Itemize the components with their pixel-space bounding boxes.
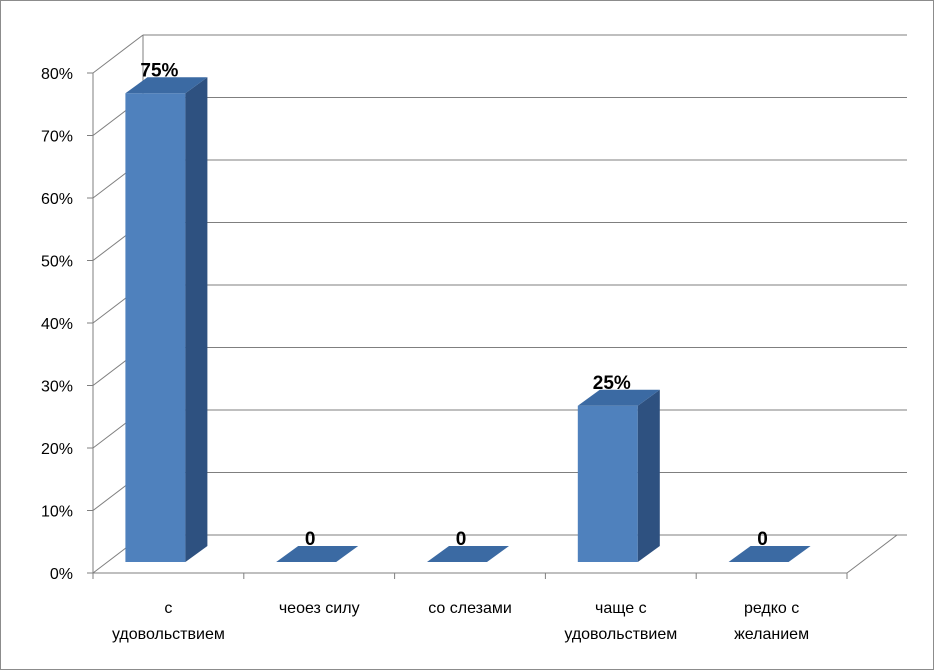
x-category-label: со слезами [428, 600, 512, 617]
y-tick-label: 10% [41, 504, 73, 521]
y-tick-label: 20% [41, 441, 73, 458]
data-label: 0 [456, 529, 467, 550]
x-category-label: чаще с [595, 600, 647, 617]
bar-front [577, 405, 638, 562]
data-label: 0 [757, 529, 768, 550]
bar-side [637, 389, 660, 562]
y-tick-label: 30% [41, 379, 73, 396]
x-category-label: удовольствием [112, 626, 225, 643]
y-tick-label: 0% [50, 566, 73, 583]
y-tick-label: 40% [41, 316, 73, 333]
bar-side [185, 77, 208, 562]
y-tick-label: 80% [41, 66, 73, 83]
data-label: 0 [305, 529, 316, 550]
x-category-label: чеоез силу [279, 600, 360, 617]
x-category-label: желанием [734, 626, 809, 643]
x-category-label: удовольствием [564, 626, 677, 643]
bar-top [125, 77, 208, 94]
bar-top [728, 546, 811, 562]
floor-right-edge [846, 534, 898, 574]
y-tick-label: 60% [41, 191, 73, 208]
x-category-label: с [164, 600, 172, 617]
y-tick-label: 50% [41, 254, 73, 271]
bar-top [427, 546, 509, 562]
side-wall-gridline [92, 34, 144, 74]
bar-front [125, 93, 186, 562]
data-label: 75% [140, 60, 178, 81]
y-tick-label: 70% [41, 129, 73, 146]
data-label: 25% [593, 373, 631, 394]
bar-top [577, 389, 660, 406]
bar-top [276, 546, 359, 562]
x-category-label: редко с [744, 600, 799, 617]
